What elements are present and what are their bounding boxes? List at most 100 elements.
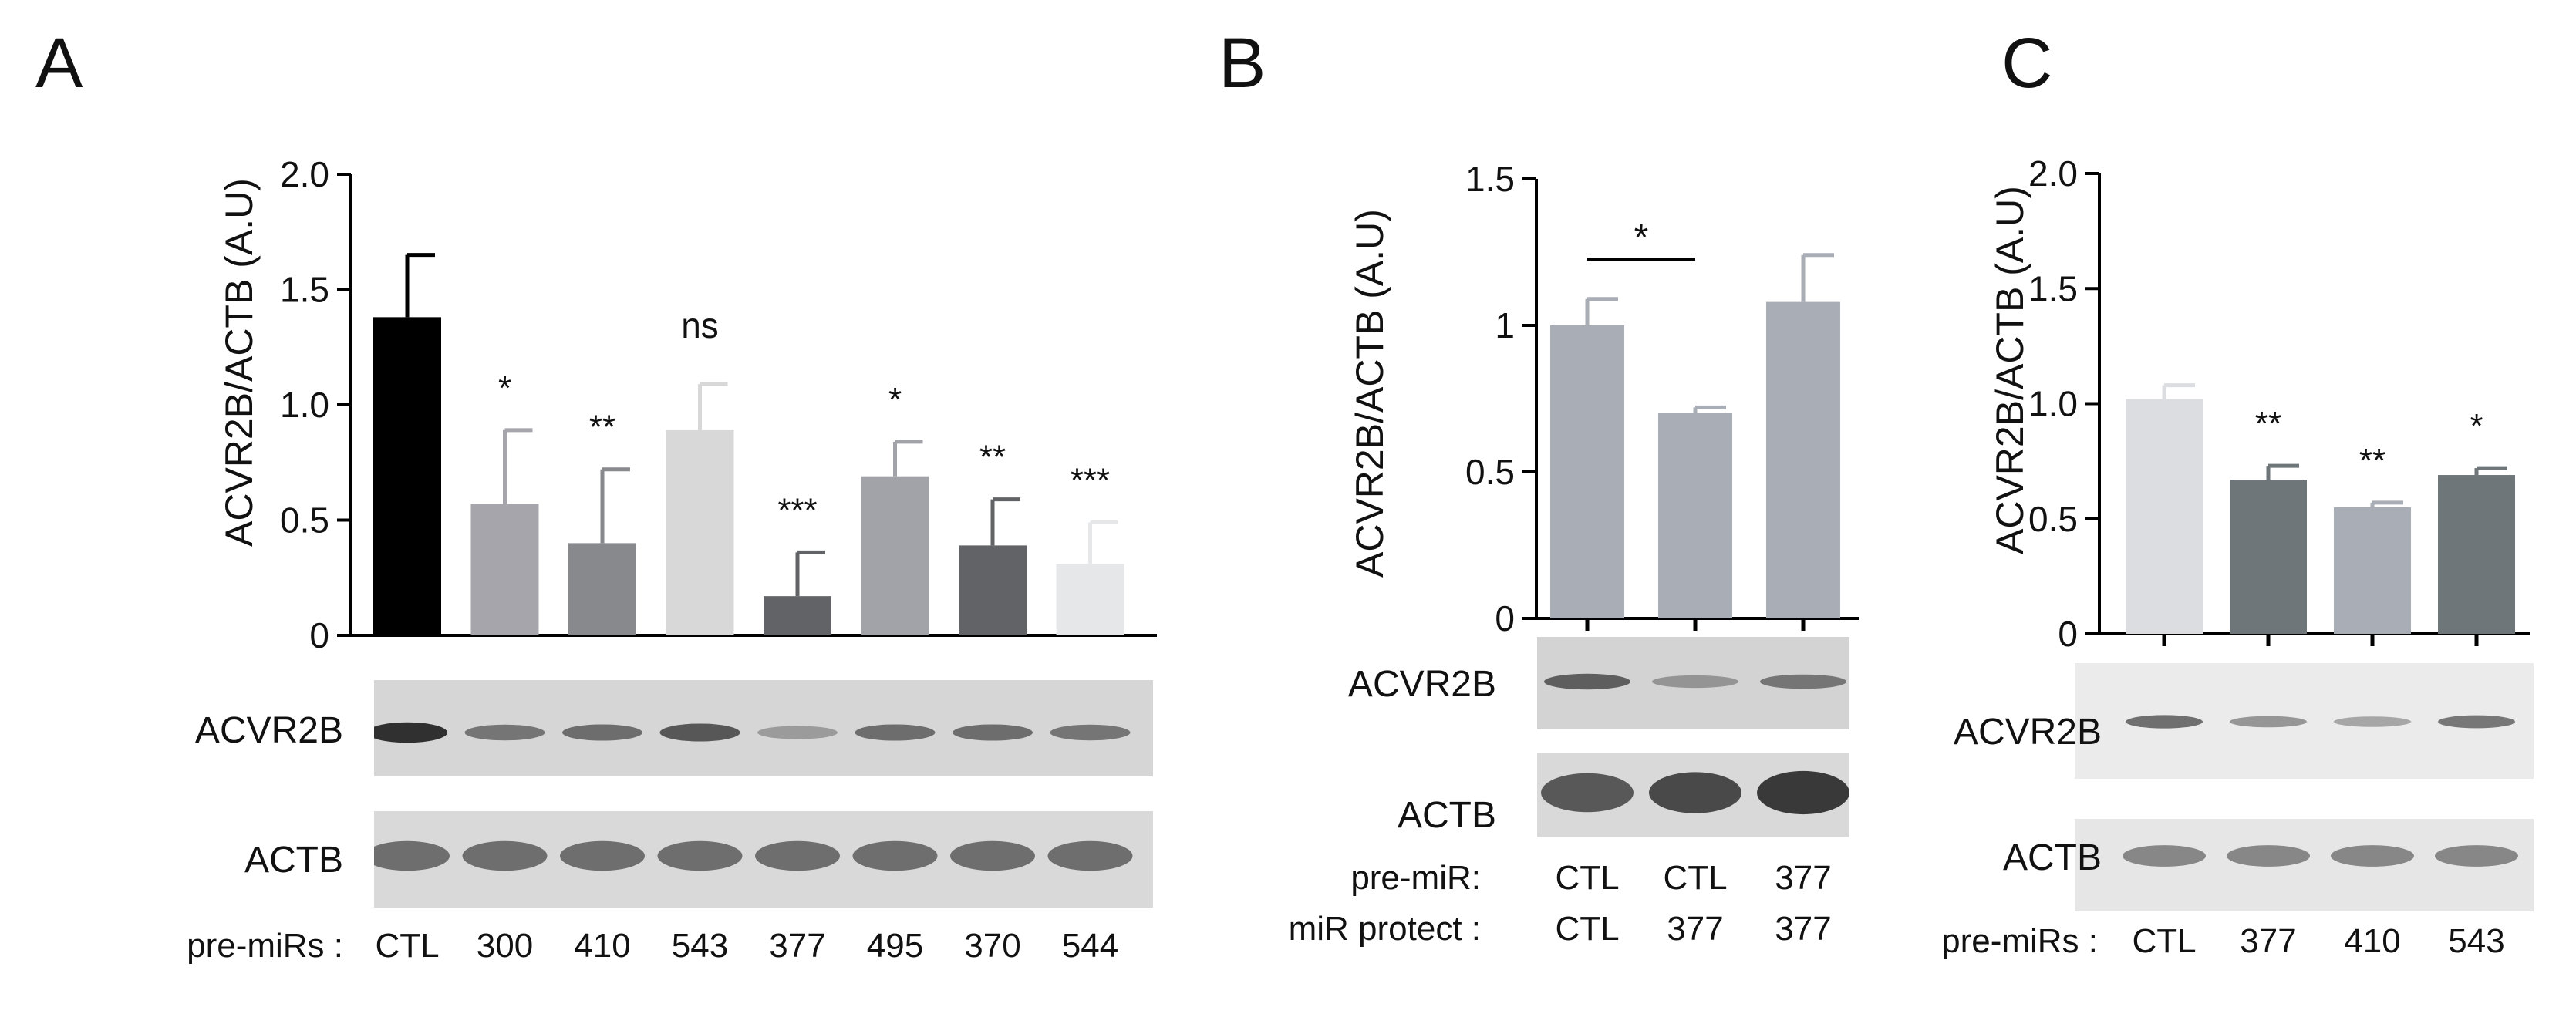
blot-band — [464, 724, 545, 741]
significance-label: * — [498, 369, 511, 407]
blot-band — [462, 840, 548, 871]
blot-band — [657, 840, 743, 871]
bar — [2334, 507, 2411, 634]
bar — [373, 317, 441, 635]
bar — [861, 476, 929, 635]
actb-blot-c — [2075, 819, 2534, 911]
y-tick-label: 1.5 — [280, 270, 329, 310]
lane-label-pre-mir: 377 — [1775, 859, 1832, 897]
bar — [470, 504, 539, 635]
significance-label: *** — [777, 491, 817, 529]
bar-chart-c: 00.51.01.52.0***** — [2028, 153, 2530, 654]
blot-label-actb-a: ACTB — [244, 840, 343, 881]
blot-band — [2435, 845, 2518, 867]
bar — [1550, 325, 1624, 618]
bar — [1658, 413, 1732, 618]
lane-label: 495 — [866, 927, 924, 965]
lane-label: 410 — [574, 927, 631, 965]
lane-row-title-b2: miR protect : — [1288, 910, 1481, 948]
acvr2b-blot-a — [374, 680, 1153, 776]
lane-label: 370 — [964, 927, 1021, 965]
significance-label: ** — [589, 409, 615, 446]
bar — [959, 545, 1027, 635]
panel-letter-c: C — [2001, 24, 2053, 103]
bar — [2126, 399, 2203, 634]
lane-row-title-a: pre-miRs : — [187, 927, 343, 965]
blot-band — [855, 724, 936, 741]
significance-label: * — [2470, 407, 2483, 445]
lane-row-title-b1: pre-miR: — [1350, 859, 1481, 897]
blot-band — [755, 840, 840, 871]
blot-band — [2438, 715, 2515, 729]
panel-letter-b: B — [1219, 24, 1266, 103]
lane-label: 543 — [671, 927, 729, 965]
blot-band — [852, 840, 938, 871]
blot-band — [562, 724, 642, 741]
blot-band — [1544, 673, 1630, 690]
blot-label-acvr2b-a: ACVR2B — [194, 710, 343, 751]
y-tick-label: 0.5 — [280, 500, 329, 541]
blot-band — [1047, 840, 1133, 871]
blot-band — [757, 726, 838, 739]
bar — [2230, 480, 2307, 634]
lane-label-mir-protect: 377 — [1667, 910, 1724, 948]
y-tick-label: 2.0 — [280, 154, 329, 194]
significance-label: ** — [979, 439, 1006, 477]
lane-label-mir-protect: 377 — [1775, 910, 1832, 948]
lane-label: 377 — [769, 927, 826, 965]
significance-label: *** — [1071, 461, 1110, 499]
lane-label: 377 — [2240, 922, 2297, 960]
blot-band — [1649, 772, 1741, 813]
blot-band — [953, 724, 1033, 741]
comparison-label: * — [1634, 217, 1649, 258]
bar — [2438, 475, 2515, 634]
y-tick-label: 1.5 — [2028, 268, 2078, 308]
y-tick-label: 1 — [1495, 305, 1515, 345]
blot-band — [1050, 724, 1131, 741]
blot-band — [2331, 845, 2414, 867]
panel-letter-a: A — [35, 24, 83, 103]
y-tick-label: 0 — [1495, 598, 1515, 638]
significance-label: ** — [2359, 442, 2385, 480]
blot-band — [2227, 845, 2310, 867]
blot-band — [374, 722, 447, 743]
blot-label-actb-b: ACTB — [1397, 795, 1496, 836]
blot-label-acvr2b-c: ACVR2B — [1953, 712, 2102, 753]
lane-label: 544 — [1061, 927, 1119, 965]
bar — [666, 429, 734, 635]
blot-band — [374, 840, 450, 871]
y-tick-label: 1.0 — [2028, 384, 2078, 424]
bar — [1766, 301, 1840, 618]
blot-band — [1760, 674, 1846, 689]
y-tick-label: 0 — [2058, 614, 2078, 654]
bar — [568, 543, 636, 635]
y-tick-label: 1.0 — [280, 385, 329, 425]
blot-band — [1652, 675, 1738, 689]
bar-chart-b: 0 0.5 1 1.5 * — [1465, 159, 1859, 638]
bar — [764, 596, 831, 635]
blot-band — [950, 840, 1035, 871]
blot-band — [1757, 770, 1849, 815]
lane-label: 410 — [2344, 922, 2401, 960]
lane-label: 543 — [2448, 922, 2505, 960]
blot-band — [2230, 716, 2307, 728]
actb-blot-a — [374, 811, 1153, 908]
blot-label-actb-c: ACTB — [2002, 837, 2102, 878]
blot-band — [1541, 773, 1634, 813]
significance-label: ns — [681, 305, 719, 345]
bar — [1056, 564, 1124, 635]
lane-label-mir-protect: CTL — [1555, 910, 1620, 948]
significance-label: ** — [2255, 405, 2281, 443]
y-tick-label: 1.5 — [1465, 159, 1515, 199]
lane-label: CTL — [2132, 922, 2197, 960]
lane-label-pre-mir: CTL — [1555, 859, 1620, 897]
lane-label: 300 — [476, 927, 534, 965]
y-tick-label: 0.5 — [2028, 499, 2078, 539]
blot-band — [2334, 716, 2411, 727]
blot-band — [2126, 715, 2203, 729]
significance-label: * — [888, 381, 902, 419]
y-tick-label: 2.0 — [2028, 153, 2078, 194]
blot-band — [659, 723, 740, 742]
bar-chart-a: 00.51.01.52.0***ns********* — [280, 154, 1157, 655]
actb-blot-b — [1537, 753, 1849, 837]
